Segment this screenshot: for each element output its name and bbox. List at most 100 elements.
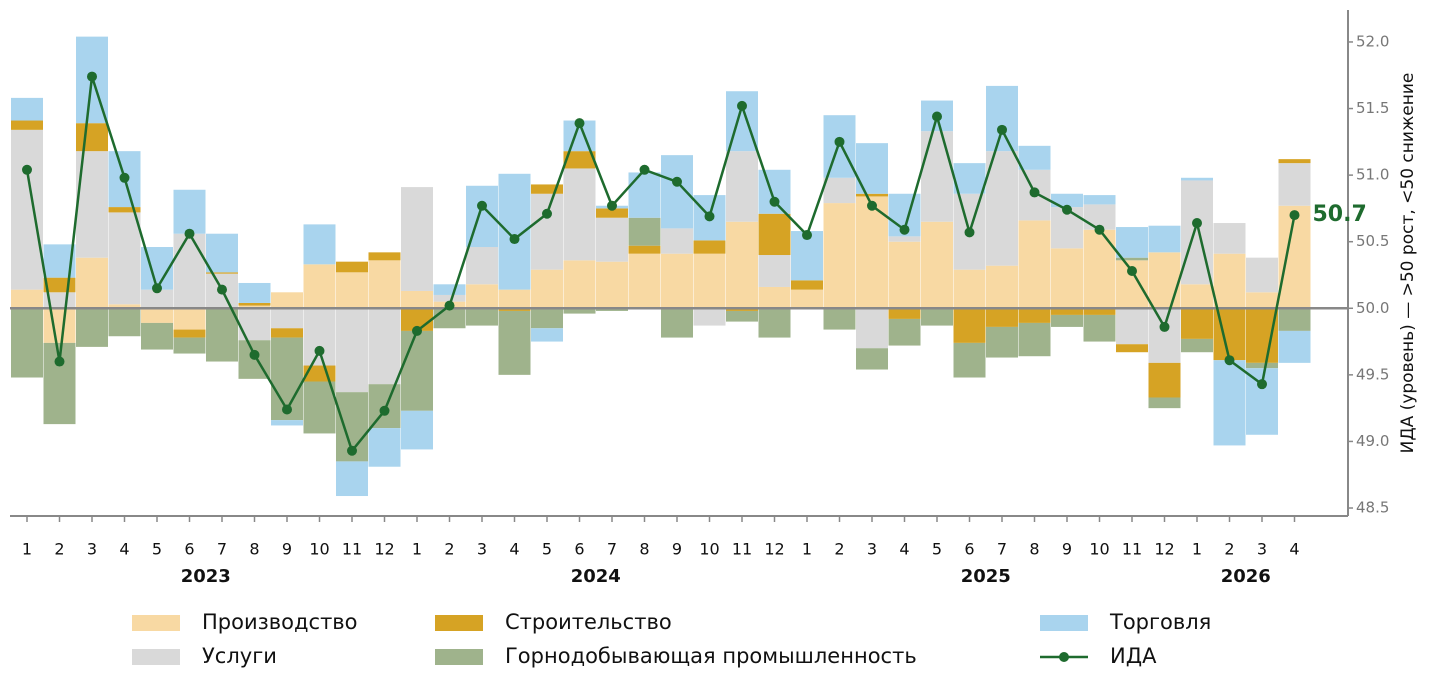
bar (1148, 362, 1181, 398)
y-tick-label: 48.5 (1356, 499, 1389, 517)
x-tick-label: 12 (1154, 540, 1174, 559)
bar (888, 318, 921, 346)
bar (108, 212, 141, 305)
x-tick-label: 1 (1192, 540, 1202, 559)
line-marker (1127, 265, 1137, 276)
line-marker (379, 405, 390, 416)
bar (628, 217, 661, 246)
y-tick-label: 49.5 (1356, 365, 1389, 383)
bar (1181, 177, 1213, 181)
bar (368, 252, 401, 261)
bar (1278, 205, 1311, 309)
bar (1148, 308, 1181, 363)
bar (531, 328, 563, 342)
bar (173, 233, 206, 309)
line-marker (932, 111, 942, 122)
line-marker (54, 356, 65, 367)
line-marker (217, 284, 227, 295)
line-marker (607, 200, 617, 211)
bar (986, 151, 1018, 266)
line-marker (1029, 187, 1040, 198)
bar (1116, 257, 1148, 261)
bar (76, 257, 108, 309)
bar (401, 290, 433, 309)
bar (368, 428, 401, 467)
bar (1018, 322, 1051, 357)
bar (531, 184, 563, 194)
bar (1246, 362, 1278, 369)
x-tick-label: 1 (412, 540, 422, 559)
bar (953, 342, 986, 378)
bar (693, 308, 726, 326)
bar (888, 308, 921, 319)
legend-swatch (435, 649, 483, 665)
line-marker (769, 196, 780, 207)
bar (11, 129, 43, 290)
bar (726, 221, 758, 309)
bar (1083, 229, 1116, 309)
bar (531, 308, 563, 329)
line-marker (347, 445, 357, 456)
bar (986, 326, 1018, 358)
bar (303, 381, 336, 434)
line-marker (672, 176, 682, 187)
bar (823, 308, 856, 330)
y-tick-label: 51.0 (1356, 166, 1389, 184)
x-tick-label: 5 (932, 540, 942, 559)
bar (953, 269, 986, 309)
bar (401, 410, 433, 450)
bar (141, 289, 173, 309)
bar (206, 272, 238, 274)
x-tick-label: 8 (1029, 540, 1039, 559)
x-tick-label: 3 (1257, 540, 1267, 559)
x-tick-label: 8 (249, 540, 259, 559)
y-tick-label: 50.5 (1356, 232, 1389, 250)
line-marker (737, 100, 747, 111)
y-tick-label: 51.5 (1356, 99, 1389, 117)
bar (108, 207, 141, 213)
bar (1116, 227, 1148, 258)
x-tick-label: 4 (119, 540, 129, 559)
bar (921, 308, 953, 326)
bar (953, 308, 986, 343)
bar (271, 292, 303, 309)
line-marker (542, 208, 552, 219)
x-tick-label: 11 (1122, 540, 1142, 559)
bar (661, 228, 693, 254)
bar (1051, 314, 1083, 327)
x-tick-label: 4 (509, 540, 519, 559)
x-tick-label: 3 (87, 540, 97, 559)
bar (628, 245, 661, 254)
x-tick-label: 3 (477, 540, 487, 559)
bar (173, 329, 206, 338)
bar (303, 264, 336, 309)
x-tick-label: 4 (899, 540, 909, 559)
line-marker (412, 325, 422, 336)
bar (1018, 145, 1051, 170)
bar (238, 305, 271, 309)
bar (1083, 195, 1116, 205)
bar (758, 308, 791, 338)
x-tick-label: 5 (542, 540, 552, 559)
x-tick-label: 8 (639, 540, 649, 559)
bar (823, 203, 856, 309)
bar (43, 308, 76, 343)
legend-label: Торговля (1109, 610, 1211, 634)
bar (563, 168, 596, 261)
line-marker (22, 164, 32, 175)
bar (1051, 248, 1083, 309)
bar (368, 308, 401, 385)
bar (466, 284, 498, 309)
legend-label: Производство (202, 610, 358, 634)
bar (1213, 223, 1246, 254)
legend-marker (1059, 652, 1069, 662)
x-tick-label: 7 (217, 540, 227, 559)
bar (303, 308, 336, 366)
legend-label: ИДА (1110, 644, 1157, 668)
bar (173, 189, 206, 234)
line-marker (899, 224, 910, 235)
x-tick-label: 7 (997, 540, 1007, 559)
bar (921, 221, 953, 309)
bar (1148, 397, 1181, 409)
value-label: 50.7 (1313, 202, 1367, 227)
